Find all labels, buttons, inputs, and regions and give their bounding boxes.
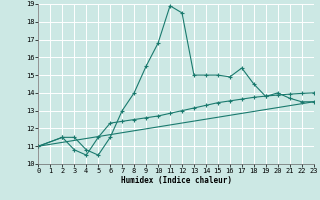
X-axis label: Humidex (Indice chaleur): Humidex (Indice chaleur) bbox=[121, 176, 231, 185]
